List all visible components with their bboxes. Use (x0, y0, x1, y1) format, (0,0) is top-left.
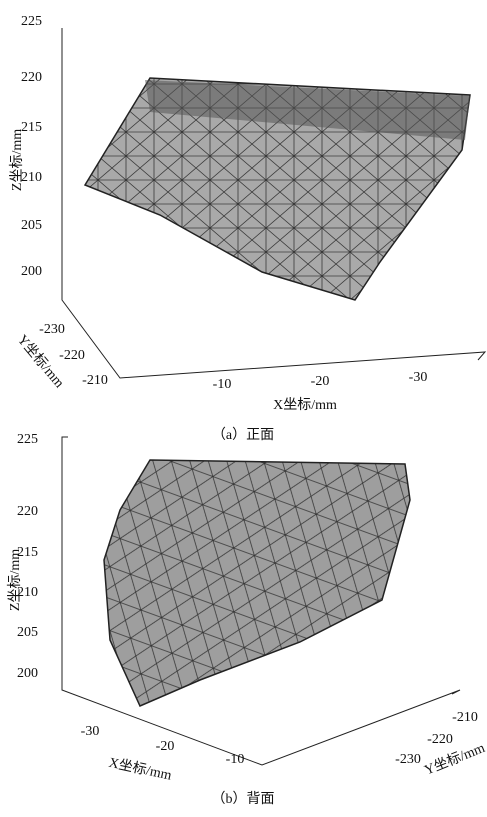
surface-mesh (103, 459, 411, 707)
axes-a (61, 28, 487, 379)
axes-b (61, 436, 461, 766)
z-tick-label: 215 (17, 545, 38, 560)
y-tick-label: -210 (82, 373, 108, 388)
x-tick-label: -30 (81, 724, 100, 739)
y-tick-label: -220 (59, 348, 85, 363)
caption: （a）正面 (212, 427, 274, 443)
axis-lines (61, 28, 487, 379)
x-tick-label: -20 (156, 739, 175, 754)
axis-lines (61, 436, 461, 766)
x-tick-label: -20 (311, 374, 330, 389)
z-tick-label: 205 (17, 625, 38, 640)
z-tick-label: 200 (17, 666, 38, 681)
y-tick-label: -220 (427, 732, 453, 747)
z-axis-title: Z坐标/mm (7, 549, 23, 611)
x-tick-label: -30 (409, 370, 428, 385)
z-tick-label: 225 (17, 432, 38, 447)
mesh-edge (145, 80, 470, 140)
caption: （b）背面 (212, 791, 275, 807)
x-tick-label: -10 (213, 377, 232, 392)
surface-mesh (83, 77, 471, 301)
x-axis-title: X坐标/mm (107, 755, 173, 784)
x-tick-label: -10 (226, 752, 245, 767)
y-tick-label: -230 (39, 322, 65, 337)
z-tick-label: 210 (17, 585, 38, 600)
z-tick-label: 210 (21, 170, 42, 185)
z-tick-label: 215 (21, 120, 42, 135)
y-tick-label: -210 (452, 710, 478, 725)
z-axis-title: Z坐标/mm (9, 129, 25, 191)
x-axis-title: X坐标/mm (273, 397, 337, 413)
z-tick-label: 225 (21, 14, 42, 29)
z-tick-label: 220 (17, 504, 38, 519)
z-tick-label: 200 (21, 264, 42, 279)
z-tick-label: 220 (21, 70, 42, 85)
z-tick-label: 205 (21, 218, 42, 233)
y-tick-label: -230 (395, 752, 421, 767)
